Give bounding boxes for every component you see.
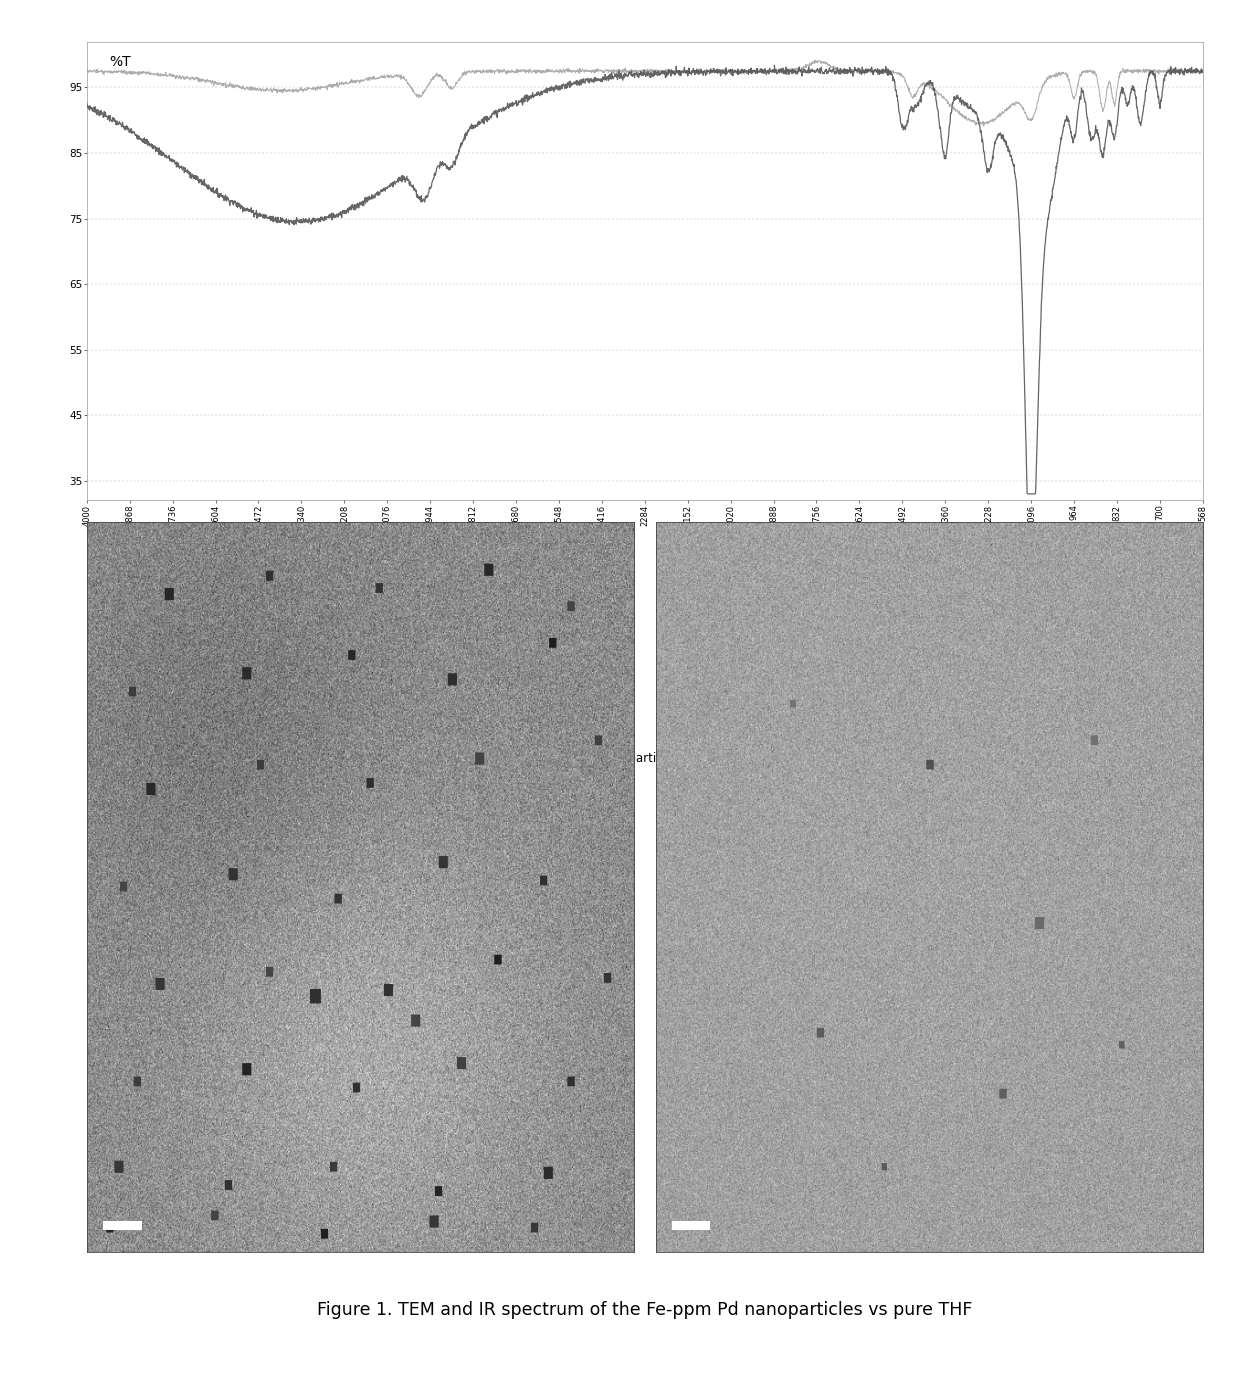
Text: %T: %T xyxy=(109,55,130,69)
Text: CM⁻¹: CM⁻¹ xyxy=(1173,721,1203,734)
Bar xyxy=(103,1221,141,1230)
Legend: Fe nanoparticle, THF: Fe nanoparticle, THF xyxy=(538,747,751,770)
Bar xyxy=(672,1221,711,1230)
Text: Figure 1. TEM and IR spectrum of the Fe-ppm Pd nanoparticles vs pure THF: Figure 1. TEM and IR spectrum of the Fe-… xyxy=(317,1301,972,1319)
